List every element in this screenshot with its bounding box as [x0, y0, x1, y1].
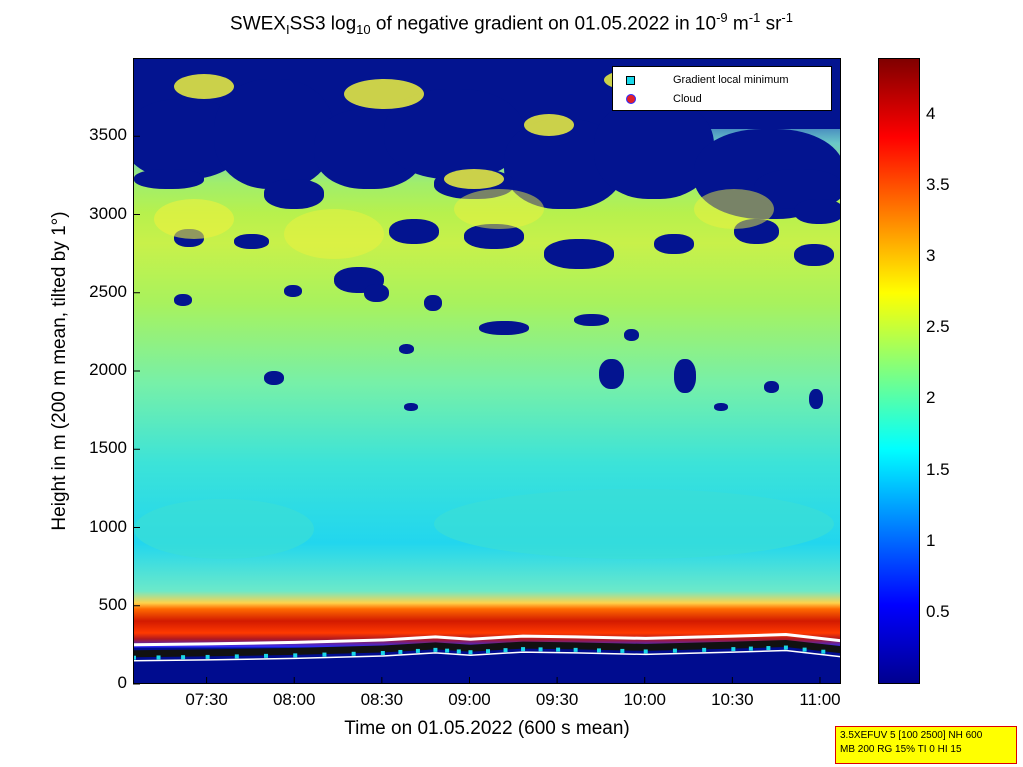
gradient-minimum-marker	[556, 647, 561, 652]
gradient-minimum-marker	[468, 650, 473, 655]
x-tick-label: 09:30	[535, 690, 579, 709]
legend: Gradient local minimum Cloud	[612, 66, 832, 111]
colorbar-tick-label: 3.5	[926, 175, 950, 195]
y-axis-label: Height in m (200 m mean, tilted by 1°)	[49, 211, 70, 531]
y-tick-label: 0	[117, 673, 127, 692]
legend-entry-gradient-minimum: Gradient local minimum	[621, 72, 789, 88]
chart-title: SWEXISS3 log10 of negative gradient on 0…	[230, 10, 793, 38]
square-marker-icon	[626, 75, 635, 85]
colorbar-tick-label: 2	[926, 388, 936, 408]
settings-info-box: 3.5XEFUV 5 [100 2500] NH 600 MB 200 RG 1…	[835, 726, 1017, 764]
heatmap-plot-area	[133, 58, 841, 684]
legend-entry-cloud: Cloud	[621, 91, 702, 107]
gradient-minimum-marker	[596, 648, 601, 653]
x-tick-label: 10:00	[623, 690, 666, 709]
x-tick-label: 10:30	[711, 690, 754, 709]
legend-label: Gradient local minimum	[673, 74, 789, 86]
gradient-minimum-marker	[802, 647, 807, 652]
colorbar-tick-label: 4	[926, 103, 936, 123]
gradient-minimum-marker	[134, 655, 136, 660]
x-tick-label: 09:00	[448, 690, 491, 709]
y-tick-label: 3500	[89, 125, 127, 145]
circle-marker-icon	[626, 94, 636, 104]
gradient-minimum-marker	[234, 654, 239, 659]
y-tick-label: 2500	[89, 281, 127, 301]
y-tick-label: 500	[98, 594, 127, 614]
info-line-2: MB 200 RG 15% TI 0 HI 15	[840, 744, 962, 755]
legend-label: Cloud	[673, 93, 702, 105]
info-line-1: 3.5XEFUV 5 [100 2500] NH 600	[840, 730, 983, 741]
gradient-minimum-marker	[205, 654, 210, 659]
colorbar	[878, 58, 920, 684]
y-tick-label: 1500	[89, 438, 127, 458]
colorbar-tick-label: 1.5	[926, 459, 950, 479]
lower-outline	[134, 649, 840, 662]
gradient-minimum-marker	[672, 648, 677, 653]
x-tick-label: 08:30	[360, 690, 404, 709]
gradient-minimum-marker	[398, 649, 403, 654]
gradient-minimum-marker	[573, 647, 578, 652]
gradient-minimum-marker	[156, 655, 161, 660]
gradient-minimum-marker	[766, 646, 771, 651]
y-tick-label: 3000	[89, 203, 127, 223]
gradient-minimum-line	[134, 639, 840, 658]
x-tick-label: 07:30	[185, 690, 228, 709]
y-tick-label: 1000	[89, 516, 127, 536]
gradient-minimum-marker	[380, 651, 385, 656]
y-tick-label: 2000	[89, 360, 127, 379]
gradient-minimum-marker	[351, 651, 356, 656]
gradient-minimum-marker	[521, 647, 526, 652]
boundary-layer-overlay	[134, 632, 840, 683]
x-axis-label: Time on 01.05.2022 (600 s mean)	[344, 718, 630, 739]
colorbar-tick-label: 0.5	[926, 601, 950, 621]
gradient-minimum-marker	[445, 648, 450, 653]
gradient-minimum-marker	[643, 649, 648, 654]
gradient-minimum-marker	[821, 649, 826, 654]
gradient-minimum-marker	[503, 648, 508, 653]
x-tick-label: 11:00	[799, 690, 841, 709]
gradient-minimum-marker	[486, 649, 490, 654]
x-tick-label: 08:00	[272, 690, 316, 709]
boundary-outline	[134, 632, 840, 647]
gradient-minimum-marker	[415, 648, 420, 653]
gradient-minimum-marker	[731, 647, 736, 652]
gradient-minimum-marker	[702, 647, 707, 652]
colorbar-tick-label: 3	[926, 246, 936, 266]
gradient-minimum-marker	[322, 652, 327, 657]
gradient-minimum-marker	[181, 655, 186, 660]
colorbar-tick-label: 2.5	[926, 317, 950, 337]
gradient-minimum-marker	[293, 653, 298, 658]
gradient-minimum-marker	[456, 649, 461, 654]
gradient-minimum-marker	[264, 653, 269, 658]
gradient-minimum-marker	[433, 647, 438, 652]
gradient-minimum-marker	[620, 648, 625, 653]
gradient-minimum-marker	[748, 646, 753, 651]
gradient-minimum-marker	[783, 645, 788, 650]
colorbar-tick-label: 1	[926, 530, 936, 550]
gradient-minimum-marker	[538, 647, 543, 652]
